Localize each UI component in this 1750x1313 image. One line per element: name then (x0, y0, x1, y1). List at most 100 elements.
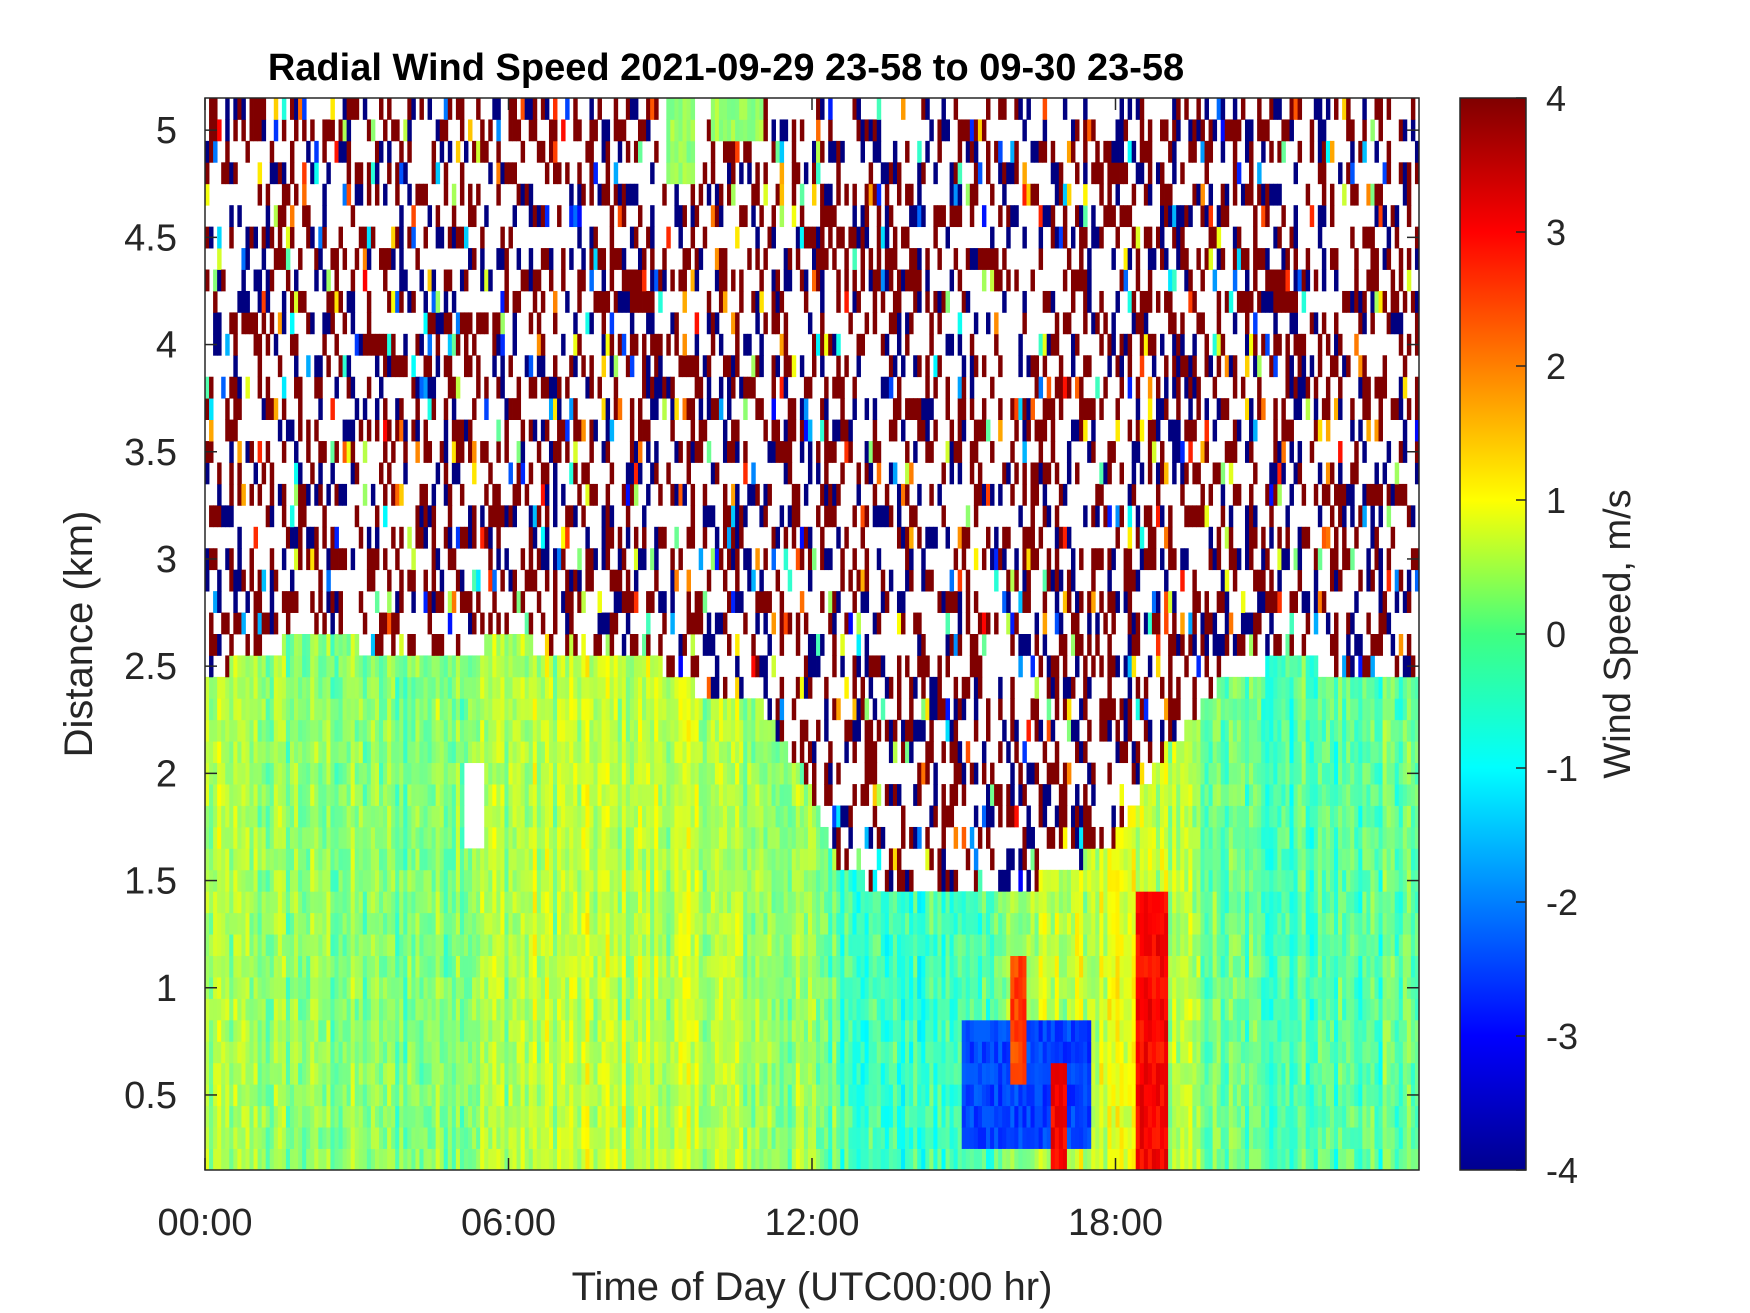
heatmap-cell (277, 912, 283, 935)
heatmap-cell (759, 1105, 764, 1128)
heatmap-cell (686, 719, 691, 742)
heatmap-cell (330, 312, 335, 335)
heatmap-cell (370, 762, 376, 785)
heatmap-cell (253, 312, 259, 335)
heatmap-cell (294, 1041, 299, 1064)
heatmap-cell (722, 355, 728, 378)
heatmap-cell (463, 591, 469, 613)
heatmap-cell (508, 912, 513, 935)
heatmap-cell (468, 1084, 473, 1107)
heatmap-cell (528, 269, 534, 292)
heatmap-cell (706, 119, 712, 142)
heatmap-cell (213, 290, 218, 313)
heatmap-cell (694, 1148, 700, 1171)
heatmap-cell (577, 676, 582, 699)
heatmap-cell (423, 698, 428, 721)
heatmap-cell (383, 269, 388, 292)
heatmap-cell (731, 1084, 736, 1107)
heatmap-cell (512, 312, 517, 335)
heatmap-cell (548, 934, 554, 956)
heatmap-cell (265, 655, 271, 678)
heatmap-cell (508, 162, 513, 185)
heatmap-cell (561, 762, 566, 785)
heatmap-cell (512, 1041, 517, 1064)
heatmap-cell (314, 162, 319, 185)
heatmap-cell (330, 119, 335, 142)
heatmap-cell (484, 676, 489, 699)
heatmap-cell (399, 269, 404, 292)
heatmap-cell (569, 934, 574, 956)
heatmap-cell (625, 183, 631, 206)
heatmap-cell (451, 226, 457, 249)
heatmap-cell (443, 119, 449, 142)
heatmap-cell (654, 891, 659, 914)
heatmap-cell (459, 784, 465, 806)
heatmap-cell (743, 1062, 748, 1085)
heatmap-cell (504, 891, 509, 914)
heatmap-cell (532, 526, 538, 549)
heatmap-cell (261, 226, 267, 249)
heatmap-cell (565, 419, 570, 442)
heatmap-cell (763, 1105, 768, 1128)
heatmap-cell (354, 1127, 360, 1149)
heatmap-cell (625, 934, 631, 956)
heatmap-cell (508, 1148, 513, 1171)
heatmap-cell (496, 483, 501, 506)
heatmap-cell (601, 676, 607, 699)
heatmap-cell (229, 462, 234, 485)
heatmap-cell (731, 762, 736, 785)
heatmap-cell (249, 912, 254, 935)
heatmap-cell (524, 934, 530, 956)
heatmap-cell (722, 269, 728, 292)
heatmap-cell (322, 312, 327, 335)
heatmap-cell (318, 784, 323, 806)
heatmap-cell (209, 140, 214, 163)
heatmap-cell (508, 977, 513, 999)
heatmap-cell (670, 376, 675, 399)
heatmap-cell (710, 977, 716, 999)
heatmap-cell (241, 741, 246, 764)
heatmap-cell (532, 934, 538, 956)
heatmap-cell (593, 719, 598, 742)
heatmap-cell (480, 998, 485, 1021)
heatmap-cell (387, 977, 392, 999)
heatmap-cell (391, 848, 396, 871)
heatmap-cell (710, 1062, 716, 1085)
heatmap-cell (447, 676, 453, 699)
heatmap-cell (690, 355, 696, 378)
heatmap-cell (508, 784, 513, 806)
heatmap-cell (727, 119, 732, 142)
heatmap-cell (629, 805, 635, 828)
heatmap-cell (739, 290, 744, 313)
heatmap-cell (459, 869, 465, 892)
heatmap-cell (735, 505, 740, 528)
heatmap-cell (488, 655, 493, 678)
heatmap-cell (775, 784, 781, 806)
heatmap-cell (383, 548, 388, 571)
heatmap-cell (524, 762, 530, 785)
heatmap-cell (217, 805, 222, 828)
heatmap-cell (407, 762, 412, 785)
heatmap-cell (302, 934, 307, 956)
heatmap-cell (463, 676, 469, 699)
heatmap-cell (205, 376, 210, 399)
heatmap-cell (362, 719, 368, 742)
heatmap-cell (654, 1084, 659, 1107)
heatmap-cell (755, 483, 760, 506)
heatmap-cell (650, 741, 655, 764)
heatmap-cell (690, 934, 696, 956)
heatmap-cell (577, 205, 582, 228)
heatmap-cell (326, 676, 331, 699)
heatmap-cell (447, 483, 453, 506)
heatmap-cell (419, 741, 424, 764)
heatmap-cell (569, 462, 574, 485)
heatmap-cell (759, 505, 764, 528)
heatmap-cell (484, 1019, 489, 1042)
heatmap-cell (508, 1041, 513, 1064)
heatmap-cell (670, 140, 675, 163)
heatmap-cell (609, 1127, 615, 1149)
heatmap-cell (650, 226, 655, 249)
heatmap-cell (516, 398, 522, 420)
heatmap-cell (415, 1019, 420, 1042)
heatmap-cell (350, 419, 356, 442)
